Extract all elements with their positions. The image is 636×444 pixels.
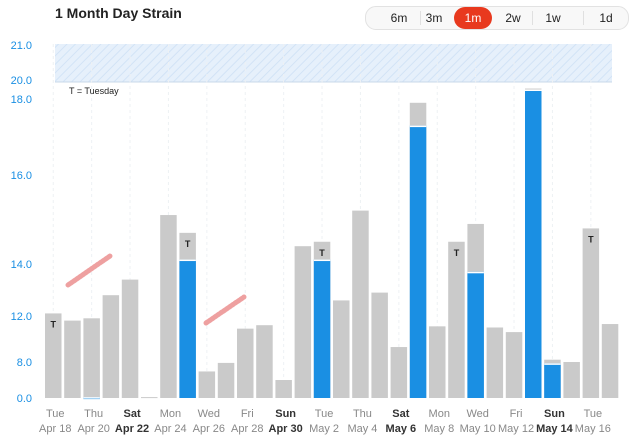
range-1d-button[interactable]: 1d [599, 11, 613, 25]
range-2w-button[interactable]: 2w [505, 11, 521, 25]
tuesday-marker: T [319, 248, 325, 258]
x-date-label: May 2 [309, 423, 339, 435]
y-tick-label: 21.0 [11, 40, 32, 52]
highlight-bar[interactable] [525, 89, 542, 399]
y-tick-label: 20.0 [11, 75, 32, 87]
strain-bar[interactable] [448, 241, 465, 398]
x-day-label: Sun [544, 408, 565, 420]
x-day-label: Tue [46, 408, 65, 420]
target-band [55, 44, 612, 82]
strain-bar[interactable] [333, 300, 350, 398]
highlight-bar[interactable] [409, 125, 427, 398]
strike-mark [203, 294, 247, 326]
tuesday-marker: T [454, 248, 460, 258]
strain-bar[interactable] [102, 295, 120, 398]
x-day-label: Mon [160, 408, 181, 420]
range-6m-button[interactable]: 6m [390, 11, 408, 25]
strain-bar[interactable] [486, 327, 504, 399]
x-day-label: Thu [84, 408, 103, 420]
x-day-label: Thu [353, 408, 372, 420]
bar-cap [467, 271, 484, 274]
highlight-bar[interactable] [313, 259, 331, 398]
strain-bar[interactable] [45, 313, 62, 398]
strain-bar[interactable] [83, 318, 100, 398]
x-day-label: Sat [392, 408, 409, 420]
y-tick-label: 0.0 [17, 393, 32, 405]
x-day-label: Wed [198, 408, 220, 420]
strain-bar[interactable] [256, 325, 273, 398]
strain-bar[interactable] [64, 320, 81, 398]
strain-bar[interactable] [198, 371, 216, 398]
x-date-label: May 16 [575, 423, 611, 435]
bar-cap [525, 89, 542, 91]
strain-bar[interactable] [160, 215, 177, 398]
strain-bar[interactable] [601, 324, 619, 398]
strain-bar[interactable] [217, 362, 235, 398]
highlight-bar[interactable] [467, 271, 484, 398]
y-tick-label: 14.0 [11, 259, 32, 271]
bar-cap [544, 363, 561, 365]
chart-title: 1 Month Day Strain [55, 5, 182, 21]
x-day-label: Fri [510, 408, 523, 420]
bar-cap [83, 397, 100, 399]
y-tick-label: 8.0 [17, 357, 32, 369]
bar-cap [179, 259, 196, 262]
range-divider [532, 11, 533, 25]
tuesday-legend: T = Tuesday [69, 86, 119, 96]
x-date-label: Apr 20 [77, 423, 109, 435]
x-day-label: Wed [466, 408, 488, 420]
strain-bar[interactable] [505, 332, 523, 398]
x-day-label: Tue [584, 408, 603, 420]
highlight-bar[interactable] [544, 363, 561, 398]
strain-bar[interactable] [237, 328, 254, 398]
y-tick-label: 12.0 [11, 311, 32, 323]
x-date-label: Apr 26 [193, 423, 225, 435]
x-date-label: May 6 [386, 423, 417, 435]
x-date-label: May 4 [347, 423, 377, 435]
strain-bar[interactable] [352, 210, 369, 398]
x-date-label: Apr 22 [115, 423, 149, 435]
time-range-selector: 6m 3m 1m 2w 1w 1d [365, 6, 629, 30]
x-date-label: May 14 [536, 423, 574, 435]
tuesday-marker: T [185, 239, 191, 249]
tuesday-marker: T [51, 319, 57, 329]
x-date-label: May 8 [424, 423, 454, 435]
x-day-label: Mon [429, 408, 450, 420]
y-tick-label: 16.0 [11, 170, 32, 182]
x-day-label: Sun [275, 408, 296, 420]
strain-bar[interactable] [371, 292, 388, 398]
strain-bar[interactable] [294, 246, 312, 398]
x-date-label: Apr 30 [269, 423, 303, 435]
strain-bar[interactable] [429, 326, 446, 398]
strain-bar[interactable] [563, 362, 580, 398]
y-tick-label: 18.0 [11, 94, 32, 106]
x-date-label: Apr 24 [154, 423, 186, 435]
x-date-label: Apr 18 [39, 423, 71, 435]
strike-mark [65, 253, 113, 288]
bar-cap [409, 125, 427, 128]
strain-bar[interactable] [275, 380, 292, 398]
x-day-label: Tue [315, 408, 334, 420]
x-date-label: May 10 [460, 423, 496, 435]
range-1m-button[interactable]: 1m [454, 7, 492, 29]
strain-bar[interactable] [121, 279, 139, 398]
x-day-label: Sat [123, 408, 140, 420]
strain-bar[interactable] [390, 347, 408, 398]
range-3m-button[interactable]: 3m [425, 11, 443, 25]
x-date-label: Apr 28 [231, 423, 263, 435]
strain-bar[interactable] [582, 228, 600, 398]
x-date-label: May 12 [498, 423, 534, 435]
strain-bar[interactable] [141, 397, 158, 399]
highlight-bar[interactable] [179, 259, 196, 398]
range-divider [420, 11, 421, 25]
x-day-label: Fri [241, 408, 254, 420]
bar-cap [313, 259, 331, 262]
range-1w-button[interactable]: 1w [545, 11, 561, 25]
range-divider [583, 11, 584, 25]
tuesday-marker: T [588, 234, 594, 244]
